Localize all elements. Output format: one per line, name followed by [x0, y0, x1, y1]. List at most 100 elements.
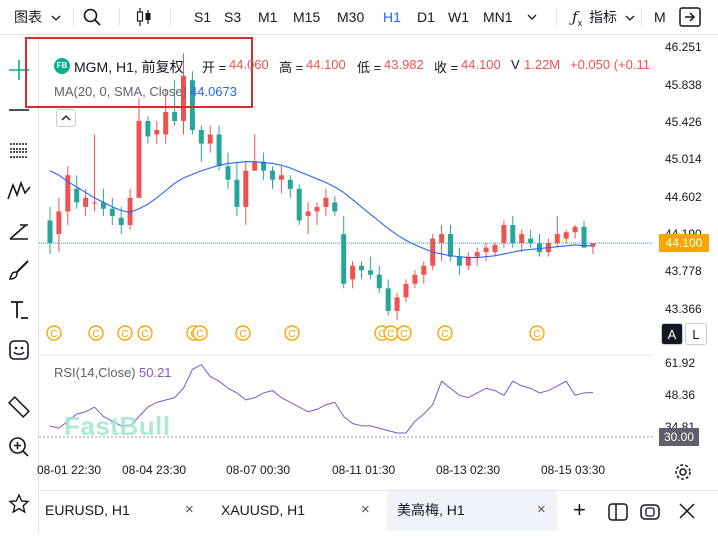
- event-marker-icon: [529, 325, 545, 341]
- legend-open-value: 44.060: [229, 57, 269, 72]
- event-marker-letter: C: [441, 329, 448, 340]
- event-marker-letter: C: [50, 329, 57, 340]
- chevron-down-icon[interactable]: [527, 12, 537, 22]
- price-axis[interactable]: 46.25145.83845.42645.01444.60244.19043.7…: [653, 35, 718, 455]
- event-marker-letter: C: [400, 329, 407, 340]
- candle-body: [198, 130, 204, 144]
- top-toolbar: 图表 ƒx 指标 M S1 S3 M1 M15 M30 H1 D1 W1 MN1: [0, 0, 718, 35]
- tab-xauusd[interactable]: XAUUSD, H1 ×: [211, 491, 381, 531]
- candle-body: [581, 226, 587, 248]
- timeframe-s3[interactable]: S3: [224, 9, 242, 25]
- candle-body: [252, 161, 258, 171]
- close-icon[interactable]: ×: [361, 501, 370, 518]
- current-price-label: 44.100: [659, 234, 709, 253]
- candle-body: [492, 244, 498, 253]
- settings-gear-icon[interactable]: [674, 463, 692, 484]
- event-marker-letter: C: [141, 329, 148, 340]
- chart-type-dropdown[interactable]: 图表: [14, 0, 61, 34]
- time-axis[interactable]: 08-01 22:30 08-04 23:30 08-07 00:30 08-11 0…: [37, 455, 653, 489]
- collapse-legend-button[interactable]: [56, 109, 76, 127]
- time-tick-label: 08-07 00:30: [226, 463, 291, 477]
- fibonacci-icon[interactable]: [4, 215, 34, 245]
- more-button[interactable]: M: [654, 9, 666, 25]
- timeframe-w1[interactable]: W1: [448, 9, 469, 25]
- candle-body: [234, 179, 240, 207]
- auto-scale-button[interactable]: A: [661, 323, 683, 345]
- horizontal-line-icon[interactable]: [4, 95, 34, 125]
- candle-body: [100, 202, 106, 209]
- legend-close-label: 收 =: [434, 60, 459, 75]
- divider: [170, 8, 171, 26]
- ma-line: [49, 161, 593, 259]
- parallel-channel-icon[interactable]: [4, 135, 34, 165]
- fastbull-watermark: FastBull: [64, 411, 171, 441]
- price-tick-label: 45.426: [665, 115, 702, 130]
- legend-highlight-box: [25, 37, 253, 108]
- event-marker-icon: [235, 325, 251, 341]
- legend-open-label: 开 =: [202, 60, 227, 75]
- tab-mgm-active[interactable]: 美高梅, H1 ×: [387, 491, 557, 531]
- favorite-star-icon[interactable]: [4, 489, 34, 519]
- candle-body: [537, 243, 542, 253]
- candle-body: [74, 188, 80, 203]
- rsi-line: [49, 364, 593, 434]
- price-tick-label: 44.602: [665, 189, 702, 204]
- candle-body: [341, 234, 347, 284]
- emoji-icon[interactable]: [4, 335, 34, 365]
- layout-icon[interactable]: [607, 499, 629, 521]
- timeframe-d1[interactable]: D1: [417, 9, 435, 25]
- timeframe-h1[interactable]: H1: [383, 9, 401, 25]
- rsi-tick-label: 61.92: [665, 355, 696, 370]
- candle-body: [207, 134, 213, 144]
- ma-legend-value: 44.0673: [190, 84, 237, 99]
- candle-body: [47, 220, 53, 244]
- event-marker-letter: C: [533, 329, 540, 340]
- candle-body: [296, 188, 302, 221]
- candle-body: [332, 202, 338, 212]
- divider: [556, 8, 557, 26]
- timeframe-m30[interactable]: M30: [337, 9, 365, 25]
- event-marker-icon: [117, 325, 133, 341]
- candle-body: [225, 166, 231, 180]
- candle-body: [189, 80, 195, 130]
- search-icon[interactable]: [83, 8, 101, 26]
- timeframe-s1[interactable]: S1: [194, 9, 212, 25]
- close-window-icon[interactable]: [677, 497, 697, 519]
- pattern-icon[interactable]: [4, 175, 34, 205]
- event-marker-icon: [137, 325, 153, 341]
- price-tick-label: 45.838: [665, 77, 702, 92]
- timeframe-m1[interactable]: M1: [258, 9, 278, 25]
- candle-body: [172, 111, 178, 121]
- candle-body: [510, 225, 516, 244]
- close-icon[interactable]: ×: [537, 501, 546, 518]
- candlestick-icon[interactable]: [135, 7, 153, 27]
- indicators-button[interactable]: ƒx 指标: [572, 0, 635, 34]
- price-chart[interactable]: CCCCCCCCCCCCC: [39, 35, 653, 455]
- copy-icon[interactable]: [639, 499, 661, 521]
- ma-legend-label: MA(20, 0, SMA, Close): [54, 84, 187, 99]
- zoom-in-icon[interactable]: [4, 432, 34, 462]
- event-marker-letter: C: [92, 329, 99, 340]
- brush-icon[interactable]: [4, 255, 34, 285]
- candle-body: [421, 265, 427, 275]
- timeframe-mn1[interactable]: MN1: [483, 9, 513, 25]
- candle-body: [376, 274, 382, 289]
- event-marker-letter: C: [288, 329, 295, 340]
- tab-eurusd[interactable]: EURUSD, H1 ×: [45, 491, 205, 531]
- candle-body: [163, 111, 169, 135]
- legend-high-value: 44.100: [306, 57, 346, 72]
- timeframe-m15[interactable]: M15: [293, 9, 321, 25]
- ruler-icon[interactable]: [4, 392, 34, 422]
- tab-label: XAUUSD, H1: [221, 502, 306, 518]
- candle-body: [270, 170, 275, 180]
- chevron-up-icon: [61, 115, 71, 121]
- candle-body: [118, 217, 124, 225]
- close-icon[interactable]: ×: [185, 501, 194, 518]
- text-icon[interactable]: [4, 295, 34, 325]
- log-scale-button[interactable]: L: [685, 323, 707, 345]
- add-tab-button[interactable]: +: [573, 497, 586, 522]
- exit-fullscreen-icon[interactable]: [679, 7, 701, 27]
- legend-change-value: +0.050 (+0.11: [570, 57, 650, 72]
- event-marker-letter: C: [196, 329, 203, 340]
- chevron-down-icon: [51, 15, 61, 22]
